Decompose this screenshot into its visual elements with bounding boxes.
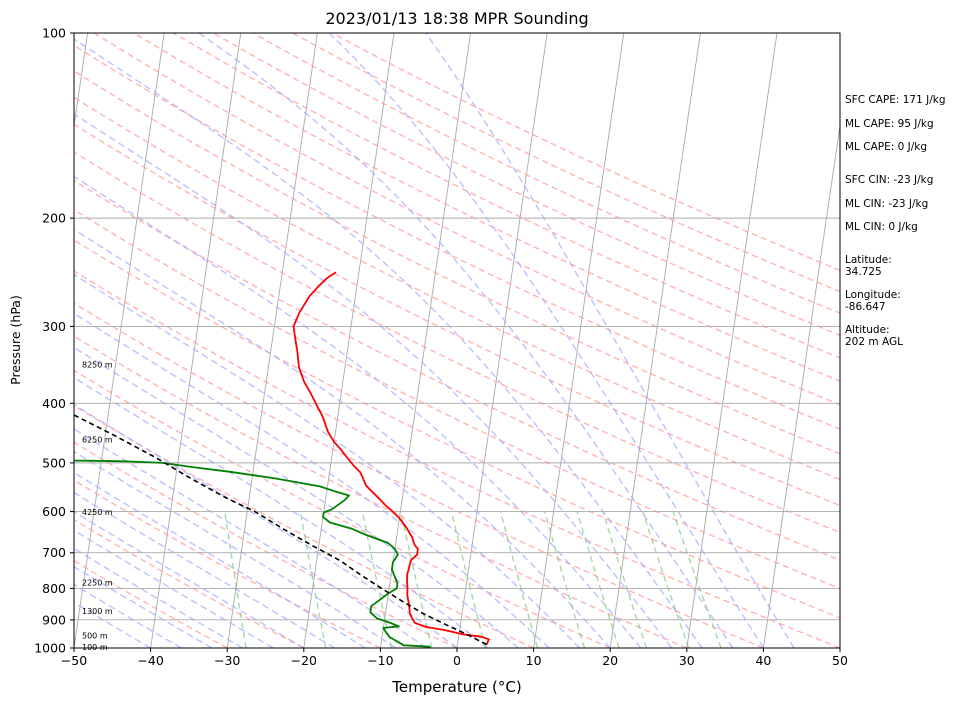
- height-labels: 8250 m 6250 m 4250 m 2250 m 1300 m 500 m 100 m: [82, 361, 113, 652]
- y-tick-label: 200: [42, 211, 66, 226]
- y-axis: 100 200 300 400 500 600 700 800 900 1000: [34, 26, 74, 656]
- ml-cape-label: ML CAPE: 95 J/kg: [845, 118, 934, 130]
- dry-adiabat-line: [74, 270, 840, 648]
- moist-adiabat-line: [425, 33, 795, 648]
- x-tick-label: −40: [137, 653, 163, 668]
- longitude-label: Longitude: -86.647: [845, 289, 901, 313]
- isotherm-line: [74, 33, 165, 648]
- ml-cape-zero-label: ML CAPE: 0 J/kg: [845, 141, 928, 153]
- dry-adiabat-line: [74, 369, 611, 648]
- y-tick-label: 300: [42, 319, 66, 334]
- moist-adiabat-line: [198, 33, 734, 648]
- x-tick-label: 30: [679, 653, 695, 668]
- x-tick-label: 0: [453, 653, 461, 668]
- dry-adiabat-line: [74, 151, 840, 534]
- altitude-label: Altitude: 202 m AGL: [845, 324, 903, 348]
- moist-adiabat-line: [74, 471, 366, 648]
- moist-adiabat-line: [74, 273, 581, 648]
- height-label: 100 m: [82, 643, 108, 652]
- height-label: 4250 m: [82, 508, 113, 517]
- x-tick-label: 40: [755, 653, 771, 668]
- dry-adiabat-line: [74, 179, 840, 561]
- y-tick-label: 600: [42, 504, 66, 519]
- dry-adiabat-line: [74, 404, 534, 648]
- ml-cin-label: ML CIN: -23 J/kg: [845, 198, 929, 210]
- dry-adiabat-line: [74, 239, 840, 619]
- x-tick-label: 20: [602, 653, 618, 668]
- moist-adiabat-line: [74, 346, 519, 648]
- height-label: 6250 m: [82, 435, 113, 444]
- dry-adiabat-line: [74, 302, 764, 648]
- y-tick-label: 800: [42, 581, 66, 596]
- moist-adiabat-line: [74, 113, 673, 648]
- height-label: 8250 m: [82, 361, 113, 370]
- y-tick-label: 900: [42, 612, 66, 627]
- moist-adiabat-line: [74, 228, 611, 648]
- ml-cin-zero-label: ML CIN: 0 J/kg: [845, 221, 918, 233]
- dry-adiabat-line: [133, 33, 840, 382]
- dry-adiabat-line: [252, 33, 840, 314]
- y-tick-label: 500: [42, 455, 66, 470]
- isotherm-line: [226, 33, 318, 648]
- x-tick-label: −10: [367, 653, 393, 668]
- dry-adiabat-line: [74, 123, 840, 507]
- x-tick-label: 50: [832, 653, 848, 668]
- moist-adiabat-line: [74, 312, 550, 648]
- dry-adiabat-line: [74, 518, 305, 648]
- parcel-profile-line: [74, 414, 487, 646]
- x-tick-label: 10: [526, 653, 542, 668]
- height-label: 500 m: [82, 632, 108, 641]
- dry-adiabat-line: [74, 70, 840, 455]
- isotherm-line: [303, 33, 395, 648]
- height-label: 1300 m: [82, 607, 113, 616]
- x-tick-label: −20: [291, 653, 317, 668]
- moist-adiabat-line: [74, 428, 427, 648]
- dry-adiabat-line: [74, 209, 840, 590]
- y-tick-label: 100: [42, 26, 66, 41]
- y-axis-label: Pressure (hPa): [8, 295, 23, 385]
- x-axis: −50 −40 −30 −20 −10 0 10 20 30 40 50: [61, 648, 848, 668]
- moist-adiabat-line: [74, 450, 397, 648]
- isotherm-line: [379, 33, 472, 648]
- dry-adiabat-line: [74, 441, 458, 648]
- temperature-profile-line: [292, 271, 490, 645]
- moist-adiabat-line: [74, 38, 703, 648]
- isobar-grid: [74, 217, 840, 621]
- y-tick-label: 1000: [34, 641, 66, 656]
- latitude-label: Latitude: 34.725: [845, 254, 892, 278]
- dewpoint-profile-line: [74, 459, 431, 648]
- sounding-profiles: [74, 271, 490, 648]
- moist-adiabat-line: [328, 33, 764, 648]
- isotherm-line: [686, 33, 778, 648]
- y-tick-label: 700: [42, 545, 66, 560]
- dry-adiabat-line: [74, 44, 840, 430]
- x-tick-label: −30: [214, 653, 240, 668]
- x-axis-label: Temperature (°C): [391, 678, 521, 696]
- sfc-cape-label: SFC CAPE: 171 J/kg: [845, 94, 946, 106]
- chart-title: 2023/01/13 18:38 MPR Sounding: [325, 9, 588, 28]
- sfc-cin-label: SFC CIN: -23 J/kg: [845, 174, 934, 186]
- moist-adiabat-line: [74, 376, 489, 648]
- isotherm-line: [762, 122, 840, 648]
- background-lines: [74, 33, 840, 648]
- isotherm-line: [609, 33, 701, 648]
- x-tick-label: −50: [61, 653, 87, 668]
- height-label: 2250 m: [82, 578, 113, 587]
- moist-adiabat-line: [74, 403, 458, 648]
- y-tick-label: 400: [42, 396, 66, 411]
